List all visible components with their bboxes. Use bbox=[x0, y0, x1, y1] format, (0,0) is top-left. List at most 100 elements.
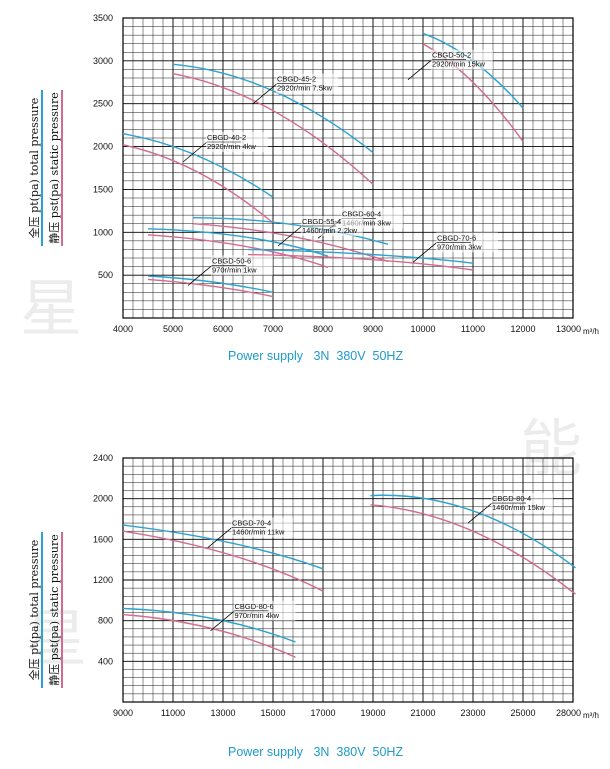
y-tick-label: 500 bbox=[98, 270, 113, 280]
curve-label-leader bbox=[407, 59, 433, 81]
y-tick-label: 3000 bbox=[93, 56, 113, 66]
static-pressure-curve bbox=[122, 530, 324, 592]
y-tick-label: 3500 bbox=[93, 13, 113, 23]
curve-label-model: CBGD-60-4 bbox=[342, 209, 381, 218]
chart-2-power-supply-note: Power supply 3N 380V 50HZ bbox=[228, 745, 403, 759]
chart-1-x-unit-label: m³/h bbox=[583, 327, 599, 336]
curve-label-spec: 1460r/min 3kw bbox=[342, 218, 391, 227]
y-tick-label: 2000 bbox=[93, 494, 113, 504]
chart-2-grid bbox=[123, 458, 573, 702]
y-tick-label: 800 bbox=[98, 616, 113, 626]
curve-label-spec: 2920r/min 4kw bbox=[207, 142, 256, 151]
curve-label-spec: 970r/min 4kw bbox=[235, 611, 280, 620]
y-tick-label: 2000 bbox=[93, 142, 113, 152]
y-tick-label: 1200 bbox=[93, 575, 113, 585]
total-pressure-curve bbox=[147, 275, 274, 293]
chart-2-curves bbox=[122, 494, 576, 658]
curve-label-model: CBGD-80-4 bbox=[492, 494, 531, 503]
curve-label-spec: 2920r/min 7.5kw bbox=[277, 84, 333, 93]
chart-2-ylabel-total-text: 全压 pt(pa) total pressure bbox=[27, 540, 41, 681]
curve-label-spec: 1460r/min 11kw bbox=[232, 527, 285, 536]
watermark: 星 星 能 bbox=[20, 272, 582, 675]
x-tick-label: 19000 bbox=[360, 708, 385, 718]
x-tick-label: 12000 bbox=[510, 324, 535, 334]
static-pressure-curve bbox=[172, 73, 374, 185]
curve-label-leader bbox=[182, 141, 208, 163]
x-tick-label: 21000 bbox=[410, 708, 435, 718]
chart-1-ylabel-total-text: 全压 pt(pa) total pressure bbox=[27, 98, 41, 239]
total-pressure-curve bbox=[370, 494, 576, 569]
x-tick-label: 10000 bbox=[410, 324, 435, 334]
static-pressure-curve bbox=[122, 144, 274, 224]
curve-label-model: CBGD-55-4 bbox=[302, 217, 341, 226]
y-tick-label: 400 bbox=[98, 656, 113, 666]
chart-2-plot-frame bbox=[122, 457, 574, 703]
curve-label-spec: 970r/min 1kw bbox=[212, 265, 257, 274]
chart-1-curves bbox=[122, 32, 524, 298]
x-tick-label: 11000 bbox=[461, 324, 485, 334]
chart-1-ylabel-static-text: 静压 pst(pa) static pressure bbox=[47, 92, 61, 243]
curve-label-spec: 1460r/min 15kw bbox=[492, 503, 546, 512]
curve-label-leader bbox=[187, 265, 213, 286]
chart-2-x-tick-labels: 9000 11000 13000 15000 17000 19000 21000 23000 2… bbox=[113, 708, 581, 718]
x-tick-label: 28000 bbox=[556, 708, 581, 718]
curve-label-model: CBGD-80-6 bbox=[235, 602, 274, 611]
x-tick-label: 13000 bbox=[210, 708, 235, 718]
chart-2: 9000 11000 13000 15000 17000 19000 21000 23000 2… bbox=[27, 453, 599, 759]
curve-label-leader bbox=[210, 610, 235, 632]
chart-1-plot-frame bbox=[122, 17, 574, 319]
x-tick-label: 6000 bbox=[213, 324, 233, 334]
total-pressure-curve bbox=[122, 524, 324, 570]
chart-2-y-axis-label-static: 静压 pst(pa) static pressure bbox=[47, 534, 61, 685]
y-tick-label: 2500 bbox=[93, 99, 113, 109]
curve-label-spec: 1460r/min 2.2kw bbox=[302, 226, 358, 235]
x-tick-label: 9000 bbox=[113, 708, 133, 718]
x-tick-label: 7000 bbox=[263, 324, 283, 334]
curve-label-model: CBGD-40-2 bbox=[207, 133, 246, 142]
x-tick-label: 15000 bbox=[260, 708, 285, 718]
x-tick-label: 4000 bbox=[113, 324, 133, 334]
x-tick-label: 11000 bbox=[161, 708, 185, 718]
static-pressure-curve bbox=[247, 253, 474, 271]
chart-2-x-unit-label: m³/h bbox=[583, 711, 599, 720]
chart-1-y-tick-labels: 500 1000 1500 2000 2500 3000 3500 bbox=[93, 13, 113, 280]
static-pressure-curve bbox=[147, 234, 329, 269]
curve-label-leader bbox=[252, 83, 278, 105]
chart-2-ylabel-static-text: 静压 pst(pa) static pressure bbox=[47, 534, 61, 685]
svg-text:星: 星 bbox=[25, 602, 87, 675]
curve-label-model: CBGD-50-6 bbox=[212, 256, 251, 265]
svg-text:能: 能 bbox=[520, 412, 582, 485]
y-tick-label: 2400 bbox=[93, 453, 113, 463]
curve-label-model: CBGD-70-6 bbox=[437, 233, 476, 242]
x-tick-label: 17000 bbox=[310, 708, 335, 718]
static-pressure-curve bbox=[147, 278, 274, 298]
static-pressure-curve bbox=[370, 504, 576, 595]
chart-2-y-axis-label-total: 全压 pt(pa) total pressure bbox=[27, 540, 41, 681]
total-pressure-curve bbox=[192, 217, 389, 245]
x-tick-label: 25000 bbox=[510, 708, 535, 718]
x-tick-label: 8000 bbox=[313, 324, 333, 334]
svg-text:星: 星 bbox=[20, 272, 82, 345]
curve-label-spec: 970r/min 3kw bbox=[437, 242, 482, 251]
x-tick-label: 13000 bbox=[556, 324, 581, 334]
curve-label-leader bbox=[207, 527, 233, 548]
x-tick-label: 23000 bbox=[460, 708, 485, 718]
curve-label-model: CBGD-45-2 bbox=[277, 75, 316, 84]
total-pressure-curve bbox=[122, 133, 274, 198]
y-tick-label: 1600 bbox=[93, 534, 113, 544]
y-tick-label: 1500 bbox=[93, 184, 113, 194]
total-pressure-curve bbox=[172, 63, 374, 154]
curve-label-leader bbox=[412, 241, 438, 263]
chart-1-power-supply-note: Power supply 3N 380V 50HZ bbox=[228, 349, 403, 363]
total-pressure-curve bbox=[122, 607, 296, 643]
total-pressure-curve bbox=[247, 248, 474, 264]
y-tick-label: 1000 bbox=[93, 227, 113, 237]
curve-label-model: CBGD-70-4 bbox=[232, 518, 271, 527]
curve-label-spec: 2920r/min 15kw bbox=[432, 60, 486, 69]
x-tick-label: 9000 bbox=[363, 324, 383, 334]
chart-1-y-axis-label-total: 全压 pt(pa) total pressure bbox=[27, 98, 41, 239]
chart-1: 4000 5000 6000 7000 8000 9000 10000 11000 12000 1… bbox=[27, 13, 599, 363]
